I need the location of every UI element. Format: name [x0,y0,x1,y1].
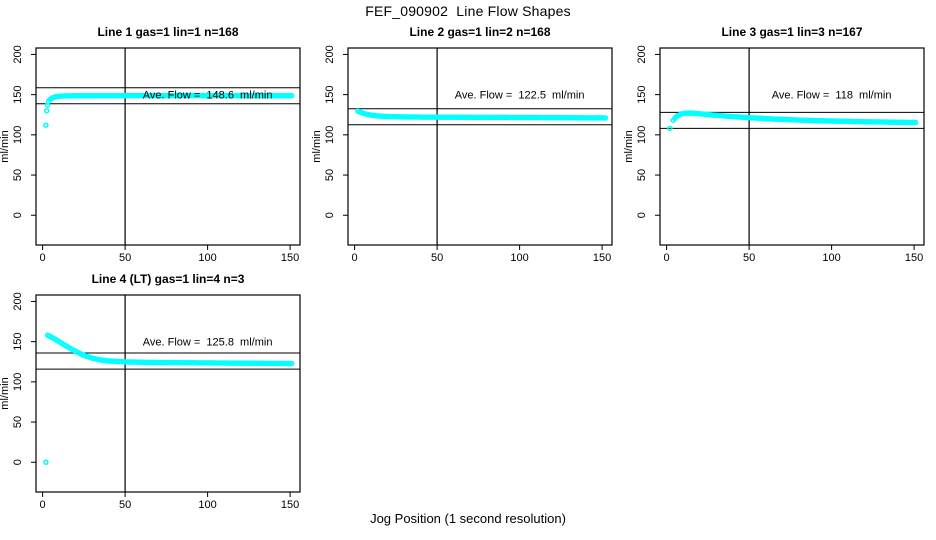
x-tick-label: 150 [593,252,611,264]
y-tick-label: 50 [636,169,648,181]
plot-box [347,47,613,246]
panel-title: Line 4 (LT) gas=1 lin=4 n=3 [92,272,245,286]
ave-flow-annotation: Ave. Flow = 148.6 ml/min [143,90,273,102]
x-tick-label: 50 [743,252,755,264]
y-tick-label: 150 [12,85,24,103]
y-tick-label: 100 [12,373,24,391]
data-point [667,125,673,132]
plot-box [35,294,301,493]
plot-box [35,47,301,246]
x-tick-label: 150 [905,252,923,264]
y-tick-label: 100 [324,126,336,144]
y-tick-label: 0 [12,459,24,465]
ave-flow-annotation: Ave. Flow = 125.8 ml/min [143,337,273,349]
panel-line-1-plot: Line 1 gas=1 lin=1 n=168 0 50 100 150 200 ml/m… [0,25,301,264]
data-point [913,119,919,126]
x-tick-label: 100 [198,499,216,511]
y-axis-unit-label: ml/min [312,130,323,162]
data-point [43,459,49,465]
x-tick-label: 50 [119,252,131,264]
y-tick-label: 0 [12,212,24,218]
y-tick-label: 200 [324,45,336,63]
y-tick-label: 150 [324,85,336,103]
y-tick-label: 150 [636,85,648,103]
data-point [602,115,609,121]
plot-box [659,47,925,246]
x-tick-label: 150 [281,252,299,264]
y-tick-label: 200 [12,45,24,63]
panel-line-2-plot: Line 2 gas=1 lin=2 n=168 0 50 100 150 200 ml/m… [312,25,613,264]
data-point [289,360,295,367]
x-tick-label: 0 [664,252,670,264]
x-tick-label: 100 [822,252,840,264]
figure-title: FEF_090902 Line Flow Shapes [365,3,571,19]
data-point [43,107,50,114]
ave-flow-annotation: Ave. Flow = 122.5 ml/min [455,90,585,102]
panel-title: Line 1 gas=1 lin=1 n=168 [97,25,238,39]
y-tick-label: 200 [12,292,24,310]
data-point [289,93,295,99]
panel-line-4-lt-plot: Line 4 (LT) gas=1 lin=4 n=3 0 50 100 150 200 m… [0,272,301,511]
x-tick-label: 100 [198,252,216,264]
y-tick-label: 200 [636,45,648,63]
ave-flow-annotation: Ave. Flow = 118 ml/min [772,90,892,102]
x-axis-title: Jog Position (1 second resolution) [370,511,566,526]
y-tick-label: 50 [324,169,336,181]
y-axis-unit-label: ml/min [624,130,635,162]
panel-title: Line 3 gas=1 lin=3 n=167 [721,25,862,39]
data-point [43,122,49,128]
y-tick-label: 150 [12,332,24,350]
x-tick-label: 50 [119,499,131,511]
panel-title: Line 2 gas=1 lin=2 n=168 [409,25,550,39]
y-tick-label: 100 [12,126,24,144]
x-tick-label: 0 [40,252,46,264]
x-tick-label: 50 [431,252,443,264]
x-tick-label: 0 [352,252,358,264]
y-axis-unit-label: ml/min [0,130,11,162]
y-axis-unit-label: ml/min [0,377,11,409]
x-tick-label: 100 [510,252,528,264]
x-tick-label: 0 [40,499,46,511]
y-tick-label: 50 [12,416,24,428]
y-tick-label: 50 [12,169,24,181]
panel-line-3-plot: Line 3 gas=1 lin=3 n=167 0 50 100 150 200 ml/m… [624,25,925,264]
x-tick-label: 150 [281,499,299,511]
y-tick-label: 0 [324,212,336,218]
y-tick-label: 0 [636,212,648,218]
y-tick-label: 100 [636,126,648,144]
